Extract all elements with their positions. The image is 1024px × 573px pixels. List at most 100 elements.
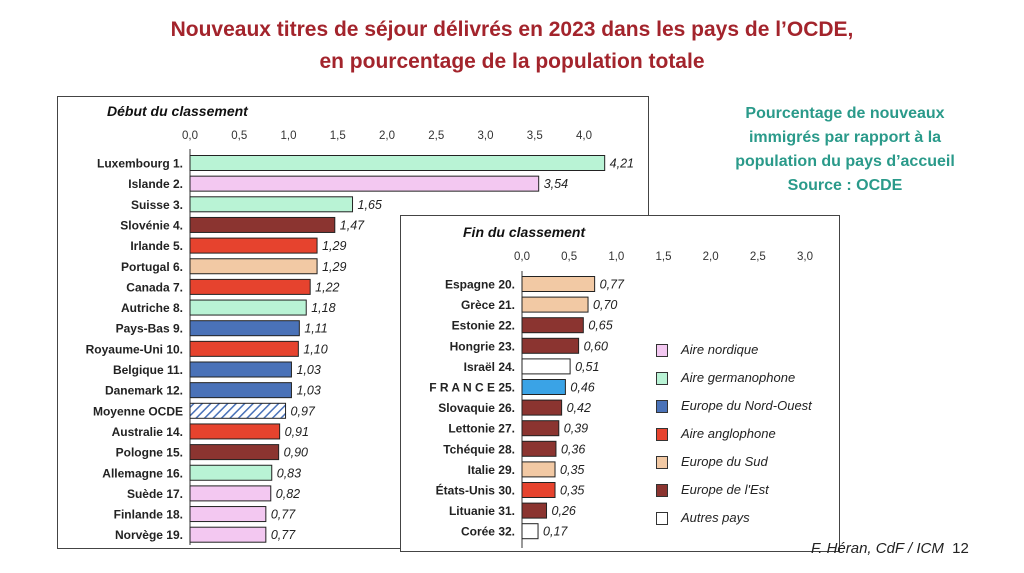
legend-label: Aire germanophone bbox=[681, 370, 796, 385]
data-bar bbox=[189, 340, 299, 357]
value-label: 0,35 bbox=[560, 484, 584, 498]
legend-swatch bbox=[656, 400, 668, 413]
legend-item: Aire nordique bbox=[656, 342, 836, 370]
category-label: Belgique 11. bbox=[113, 363, 183, 377]
legend-label: Aire nordique bbox=[681, 342, 759, 357]
chart-legend: Aire nordique Aire germanophone Europe du … bbox=[656, 342, 836, 538]
x-tick-label: 0,0 bbox=[182, 130, 198, 142]
category-label: Norvège 19. bbox=[115, 528, 183, 542]
data-bar bbox=[521, 420, 560, 437]
value-label: 1,18 bbox=[311, 301, 335, 315]
legend-swatch bbox=[656, 344, 668, 357]
category-label: Allemagne 16. bbox=[102, 466, 183, 480]
data-bar bbox=[521, 461, 556, 478]
top-ranking-chart: Début du classement 0,0 0,5 1,0 1,5 2,0 2,5 3,0… bbox=[86, 103, 634, 545]
category-label: Finlande 18. bbox=[114, 508, 183, 522]
category-label: Pays-Bas 9. bbox=[116, 322, 183, 336]
category-label: Corée 32. bbox=[461, 525, 515, 539]
data-bar bbox=[521, 523, 539, 540]
legend-swatch bbox=[656, 456, 668, 469]
x-tick-label: 2,5 bbox=[428, 130, 444, 142]
category-label: Pologne 15. bbox=[116, 446, 183, 460]
value-label: 0,26 bbox=[552, 504, 576, 518]
x-tick-label: 3,5 bbox=[527, 130, 543, 142]
category-label: Tchéquie 28. bbox=[443, 442, 515, 456]
bottom-ranking-chart: Fin du classement 0,0 0,5 1,0 1,5 2,0 2,5 3,0 Es… bbox=[429, 224, 813, 548]
x-tick-label: 2,5 bbox=[750, 251, 766, 263]
value-label: 0,51 bbox=[575, 360, 599, 374]
source-note: Pourcentage de nouveaux immigrés par rap… bbox=[700, 102, 990, 198]
value-label: 1,10 bbox=[303, 342, 327, 356]
category-label: Islande 2. bbox=[128, 177, 183, 191]
data-bar bbox=[189, 464, 273, 481]
category-label: États-Unis 30. bbox=[436, 483, 515, 498]
data-bar bbox=[189, 423, 281, 440]
legend-item: Aire germanophone bbox=[656, 370, 836, 398]
credit-text: F. Héran, CdF / ICM bbox=[811, 540, 944, 557]
category-label: Espagne 20. bbox=[445, 278, 515, 292]
category-label: Portugal 6. bbox=[121, 260, 183, 274]
value-label: 0,36 bbox=[561, 442, 585, 456]
x-tick-label: 0,5 bbox=[561, 251, 577, 263]
category-label: Lituanie 31. bbox=[449, 504, 515, 518]
legend-item: Aire anglophone bbox=[656, 426, 836, 454]
chart-subtitle: Fin du classement bbox=[463, 224, 586, 240]
value-label: 1,29 bbox=[322, 260, 346, 274]
legend-swatch bbox=[656, 484, 668, 497]
category-label: Estonie 22. bbox=[452, 319, 515, 333]
data-bar bbox=[189, 361, 292, 378]
data-bar bbox=[189, 216, 336, 233]
value-label: 1,47 bbox=[340, 218, 365, 232]
legend-item: Europe du Sud bbox=[656, 454, 836, 482]
category-label: Royaume-Uni 10. bbox=[86, 342, 183, 356]
value-label: 0,70 bbox=[593, 298, 617, 312]
data-bar bbox=[189, 382, 292, 399]
data-bar bbox=[189, 258, 318, 275]
value-label: 0,42 bbox=[567, 401, 591, 415]
category-label: Israël 24. bbox=[464, 360, 515, 374]
x-tick-label: 1,5 bbox=[656, 251, 672, 263]
value-label: 1,03 bbox=[296, 363, 320, 377]
value-label: 0,77 bbox=[600, 278, 625, 292]
data-bar bbox=[521, 337, 580, 354]
category-label: Luxembourg 1. bbox=[97, 157, 183, 171]
data-bar bbox=[521, 440, 557, 457]
value-label: 0,97 bbox=[291, 404, 316, 418]
category-label: Moyenne OCDE bbox=[93, 404, 183, 418]
note-source: Source : OCDE bbox=[787, 177, 903, 194]
legend-swatch bbox=[656, 512, 668, 525]
legend-label: Europe du Sud bbox=[681, 454, 768, 469]
value-label: 1,03 bbox=[296, 384, 320, 398]
data-bar bbox=[189, 526, 267, 543]
data-bar bbox=[189, 175, 540, 192]
data-bar bbox=[521, 399, 563, 416]
value-label: 1,65 bbox=[358, 198, 382, 212]
value-label: 0,17 bbox=[543, 525, 568, 539]
data-bar bbox=[521, 276, 596, 292]
value-label: 0,77 bbox=[271, 528, 296, 542]
legend-label: Autres pays bbox=[681, 510, 750, 525]
category-label: Italie 29. bbox=[468, 463, 515, 477]
value-label: 0,90 bbox=[284, 446, 308, 460]
value-label: 0,82 bbox=[276, 487, 300, 501]
data-bar bbox=[189, 320, 300, 337]
data-bar bbox=[521, 379, 566, 395]
page-number: 12 bbox=[952, 540, 969, 557]
category-label: Hongrie 23. bbox=[450, 339, 515, 353]
x-tick-label: 1,0 bbox=[608, 251, 624, 263]
data-bar bbox=[189, 444, 280, 461]
legend-item: Autres pays bbox=[656, 510, 836, 538]
bottom-ranking-panel: Fin du classement 0,0 0,5 1,0 1,5 2,0 2,5 3,0 Es… bbox=[400, 215, 840, 552]
x-tick-label: 3,0 bbox=[797, 251, 813, 263]
value-label: 0,39 bbox=[564, 422, 588, 436]
data-bar bbox=[189, 155, 606, 171]
author-credit: F. Héran, CdF / ICM 12 bbox=[811, 540, 969, 557]
data-bar bbox=[189, 237, 318, 254]
category-label: Grèce 21. bbox=[461, 298, 515, 312]
category-label: Irlande 5. bbox=[130, 239, 183, 253]
legend-item: Europe de l'Est bbox=[656, 482, 836, 510]
value-label: 4,21 bbox=[610, 157, 634, 171]
value-label: 0,77 bbox=[271, 508, 296, 522]
note-line1: Pourcentage de nouveaux bbox=[745, 105, 945, 122]
data-bar bbox=[189, 506, 267, 523]
